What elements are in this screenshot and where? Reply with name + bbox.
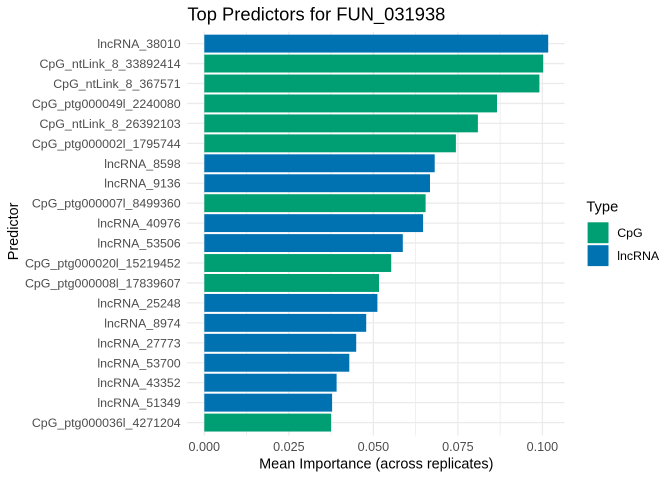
svg-text:lncRNA_27773: lncRNA_27773 (97, 336, 180, 350)
svg-text:CpG_ptg000008l_17839607: CpG_ptg000008l_17839607 (25, 276, 181, 290)
svg-text:0.025: 0.025 (273, 440, 305, 454)
svg-text:CpG: CpG (617, 226, 642, 240)
svg-text:CpG_ntLink_8_367571: CpG_ntLink_8_367571 (53, 77, 181, 91)
svg-text:lncRNA_40976: lncRNA_40976 (97, 217, 180, 231)
svg-text:lncRNA_53700: lncRNA_53700 (97, 356, 180, 370)
svg-text:CpG_ptg000049l_2240080: CpG_ptg000049l_2240080 (32, 97, 181, 111)
svg-text:lncRNA_25248: lncRNA_25248 (97, 296, 180, 310)
svg-text:CpG_ptg000020l_15219452: CpG_ptg000020l_15219452 (25, 257, 181, 271)
svg-text:CpG_ntLink_8_33892414: CpG_ntLink_8_33892414 (39, 57, 180, 71)
svg-text:lncRNA_43352: lncRNA_43352 (97, 376, 180, 390)
svg-text:CpG_ptg000007l_8499360: CpG_ptg000007l_8499360 (32, 197, 181, 211)
svg-text:CpG_ntLink_8_26392103: CpG_ntLink_8_26392103 (39, 117, 180, 131)
svg-text:0.075: 0.075 (442, 440, 474, 454)
svg-text:lncRNA_53506: lncRNA_53506 (97, 237, 180, 251)
svg-text:Top Predictors for FUN_031938: Top Predictors for FUN_031938 (187, 4, 445, 26)
svg-text:0.000: 0.000 (189, 440, 221, 454)
svg-text:lncRNA_38010: lncRNA_38010 (97, 37, 180, 51)
svg-text:0.100: 0.100 (527, 440, 559, 454)
svg-text:lncRNA_9136: lncRNA_9136 (104, 177, 181, 191)
svg-text:lncRNA_51349: lncRNA_51349 (97, 396, 180, 410)
svg-text:Predictor: Predictor (6, 202, 22, 260)
svg-text:Type: Type (586, 200, 618, 216)
svg-text:CpG_ptg000002l_1795744: CpG_ptg000002l_1795744 (32, 137, 181, 151)
svg-text:0.050: 0.050 (358, 440, 390, 454)
svg-text:Mean Importance (across replic: Mean Importance (across replicates) (259, 456, 493, 472)
svg-text:lncRNA_8974: lncRNA_8974 (104, 316, 181, 330)
svg-text:CpG_ptg000036l_4271204: CpG_ptg000036l_4271204 (32, 416, 181, 430)
svg-text:lncRNA_8598: lncRNA_8598 (104, 157, 181, 171)
svg-text:lncRNA: lncRNA (617, 249, 660, 263)
